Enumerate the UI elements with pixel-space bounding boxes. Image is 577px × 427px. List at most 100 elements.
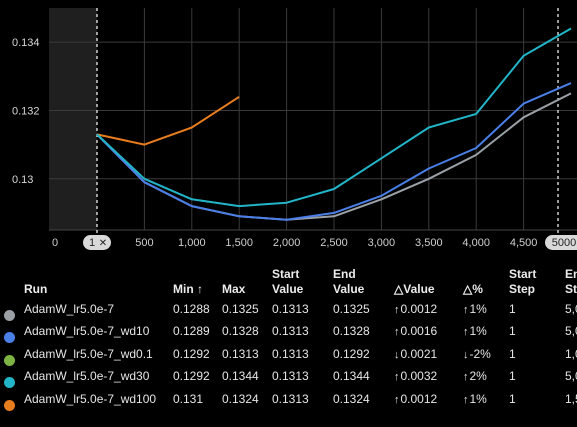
cell-max: 0.1344 <box>222 369 259 383</box>
x-tick-label: 4,000 <box>462 237 490 249</box>
range-start-close-icon[interactable]: ✕ <box>99 238 107 249</box>
cell-end-value: 0.1325 <box>333 302 370 316</box>
cell-delta-pct: ↑2% <box>463 369 487 385</box>
delta-pct-text: 2% <box>469 369 487 383</box>
y-tick-label: 0.13 <box>12 174 33 186</box>
arrow-up-icon: ↑ <box>463 326 469 338</box>
col-header-start-value-line1: Start <box>272 267 300 281</box>
run-color-dot[interactable] <box>4 332 15 343</box>
cell-delta-pct: ↑1% <box>463 392 487 408</box>
delta-value-text: 0.0016 <box>400 324 438 338</box>
run-name: AdamW_lr5.0e-7_wd100 <box>24 392 157 406</box>
cell-min: 0.1292 <box>173 347 210 361</box>
col-header-start-value[interactable]: Start Value <box>272 267 303 297</box>
cell-max: 0.1328 <box>222 324 259 338</box>
x-axis: 0 500 1,000 1,500 2,000 2,500 3,000 3,500 4,000 4… <box>52 237 537 249</box>
table-row[interactable]: AdamW_lr5.0e-7_wd10 0.1289 0.1328 0.1313 0.1… <box>0 321 577 344</box>
cell-end-step: 1,5 <box>565 392 577 406</box>
cell-start-step: 1 <box>509 302 516 316</box>
run-name: AdamW_lr5.0e-7_wd10 <box>24 324 150 338</box>
col-header-end-step-line2: St <box>565 282 577 296</box>
table-row[interactable]: AdamW_lr5.0e-7_wd0.1 0.1292 0.1313 0.1313 0.… <box>0 344 577 367</box>
cell-end-step: 1,0 <box>565 347 577 361</box>
cell-end-value: 0.1324 <box>333 392 370 406</box>
cell-delta-value: ↓0.0021 <box>394 347 437 363</box>
range-end-label: 5000 <box>552 237 576 249</box>
table-row[interactable]: AdamW_lr5.0e-7_wd100 0.131 0.1324 0.1313 0.1… <box>0 389 577 412</box>
cell-start-step: 1 <box>509 392 516 406</box>
cell-start-value: 0.1313 <box>272 392 309 406</box>
y-tick-label: 0.132 <box>12 105 40 117</box>
delta-pct-text: 1% <box>469 324 487 338</box>
cell-delta-pct: ↑1% <box>463 324 487 340</box>
arrow-up-icon: ↑ <box>463 304 469 316</box>
x-tick-label: 3,000 <box>368 237 396 249</box>
run-color-dot[interactable] <box>4 310 15 321</box>
chart-grid <box>49 8 577 230</box>
cell-end-step: 5,0 <box>565 324 577 338</box>
col-header-delta-pct[interactable]: △% <box>463 282 483 296</box>
col-header-max[interactable]: Max <box>222 282 246 296</box>
cell-start-value: 0.1313 <box>272 369 309 383</box>
col-header-end-step-line1: En <box>565 267 577 281</box>
cell-delta-value: ↑0.0016 <box>394 324 437 340</box>
cell-max: 0.1313 <box>222 347 259 361</box>
cell-start-value: 0.1313 <box>272 324 309 338</box>
cell-delta-value: ↑0.0012 <box>394 302 437 318</box>
series-line-3[interactable] <box>96 27 572 208</box>
x-tick-label: 500 <box>135 237 153 249</box>
delta-pct-text: 1% <box>469 302 487 316</box>
range-start-label: 1 <box>89 237 95 249</box>
delta-pct-text: -2% <box>469 347 491 361</box>
run-name: AdamW_lr5.0e-7_wd30 <box>24 369 150 383</box>
col-header-end-value[interactable]: End Value <box>333 267 364 297</box>
col-header-start-step[interactable]: Start Step <box>509 267 536 297</box>
col-header-end-step[interactable]: En St <box>565 267 577 297</box>
col-header-start-step-line1: Start <box>509 267 537 281</box>
arrow-up-icon: ↑ <box>463 394 469 406</box>
delta-pct-text: 1% <box>469 392 487 406</box>
cell-start-value: 0.1313 <box>272 347 309 361</box>
cell-delta-value: ↑0.0012 <box>394 392 437 408</box>
cell-start-step: 1 <box>509 324 516 338</box>
series-line-1[interactable] <box>96 82 572 221</box>
arrow-down-icon: ↓ <box>394 349 400 361</box>
plot-shaded-area <box>49 8 97 230</box>
run-color-dot[interactable] <box>4 377 15 388</box>
run-color-dot[interactable] <box>4 355 15 366</box>
col-header-min[interactable]: Min ↑ <box>173 282 203 297</box>
cell-end-value: 0.1328 <box>333 324 370 338</box>
col-header-run[interactable]: Run <box>24 282 48 296</box>
range-end-handle[interactable]: 5000 <box>545 235 577 250</box>
cell-min: 0.131 <box>173 392 204 406</box>
col-header-delta-value[interactable]: △Value <box>394 282 435 296</box>
run-name: AdamW_lr5.0e-7_wd0.1 <box>24 347 153 361</box>
cell-end-value: 0.1344 <box>333 369 370 383</box>
cell-end-step: 5,0 <box>565 302 577 316</box>
table-row[interactable]: AdamW_lr5.0e-7_wd30 0.1292 0.1344 0.1313 0.1… <box>0 366 577 389</box>
range-start-handle[interactable]: 1 ✕ <box>83 235 111 250</box>
y-axis: 0.134 0.132 0.13 <box>12 37 40 186</box>
x-tick-label: 1,000 <box>178 237 206 249</box>
line-chart[interactable]: 0.134 0.132 0.13 0 500 1,000 1,500 2,000 2,500 3… <box>0 0 577 258</box>
arrow-up-icon: ↑ <box>394 326 400 338</box>
y-tick-label: 0.134 <box>12 37 40 49</box>
series-line-2[interactable] <box>96 95 240 146</box>
run-color-dot[interactable] <box>4 400 15 411</box>
sort-ascending-icon: ↑ <box>197 282 204 296</box>
col-header-end-value-line1: End <box>333 267 356 281</box>
cell-delta-pct: ↓-2% <box>463 347 491 363</box>
cell-min: 0.1288 <box>173 302 210 316</box>
arrow-down-icon: ↓ <box>463 349 469 361</box>
chart-series <box>96 27 572 221</box>
x-tick-label: 2,500 <box>320 237 348 249</box>
col-header-end-value-line2: Value <box>333 282 365 296</box>
arrow-up-icon: ↑ <box>394 394 400 406</box>
cell-start-step: 1 <box>509 369 516 383</box>
col-header-min-label: Min <box>173 282 194 296</box>
cell-min: 0.1292 <box>173 369 210 383</box>
table-row[interactable]: AdamW_lr5.0e-7 0.1288 0.1325 0.1313 0.1325 ↑0… <box>0 299 577 322</box>
runs-table: Run Min ↑ Max Start Value End Value △Val… <box>0 262 577 427</box>
x-tick-label: 1,500 <box>225 237 253 249</box>
x-tick-label: 4,500 <box>510 237 538 249</box>
